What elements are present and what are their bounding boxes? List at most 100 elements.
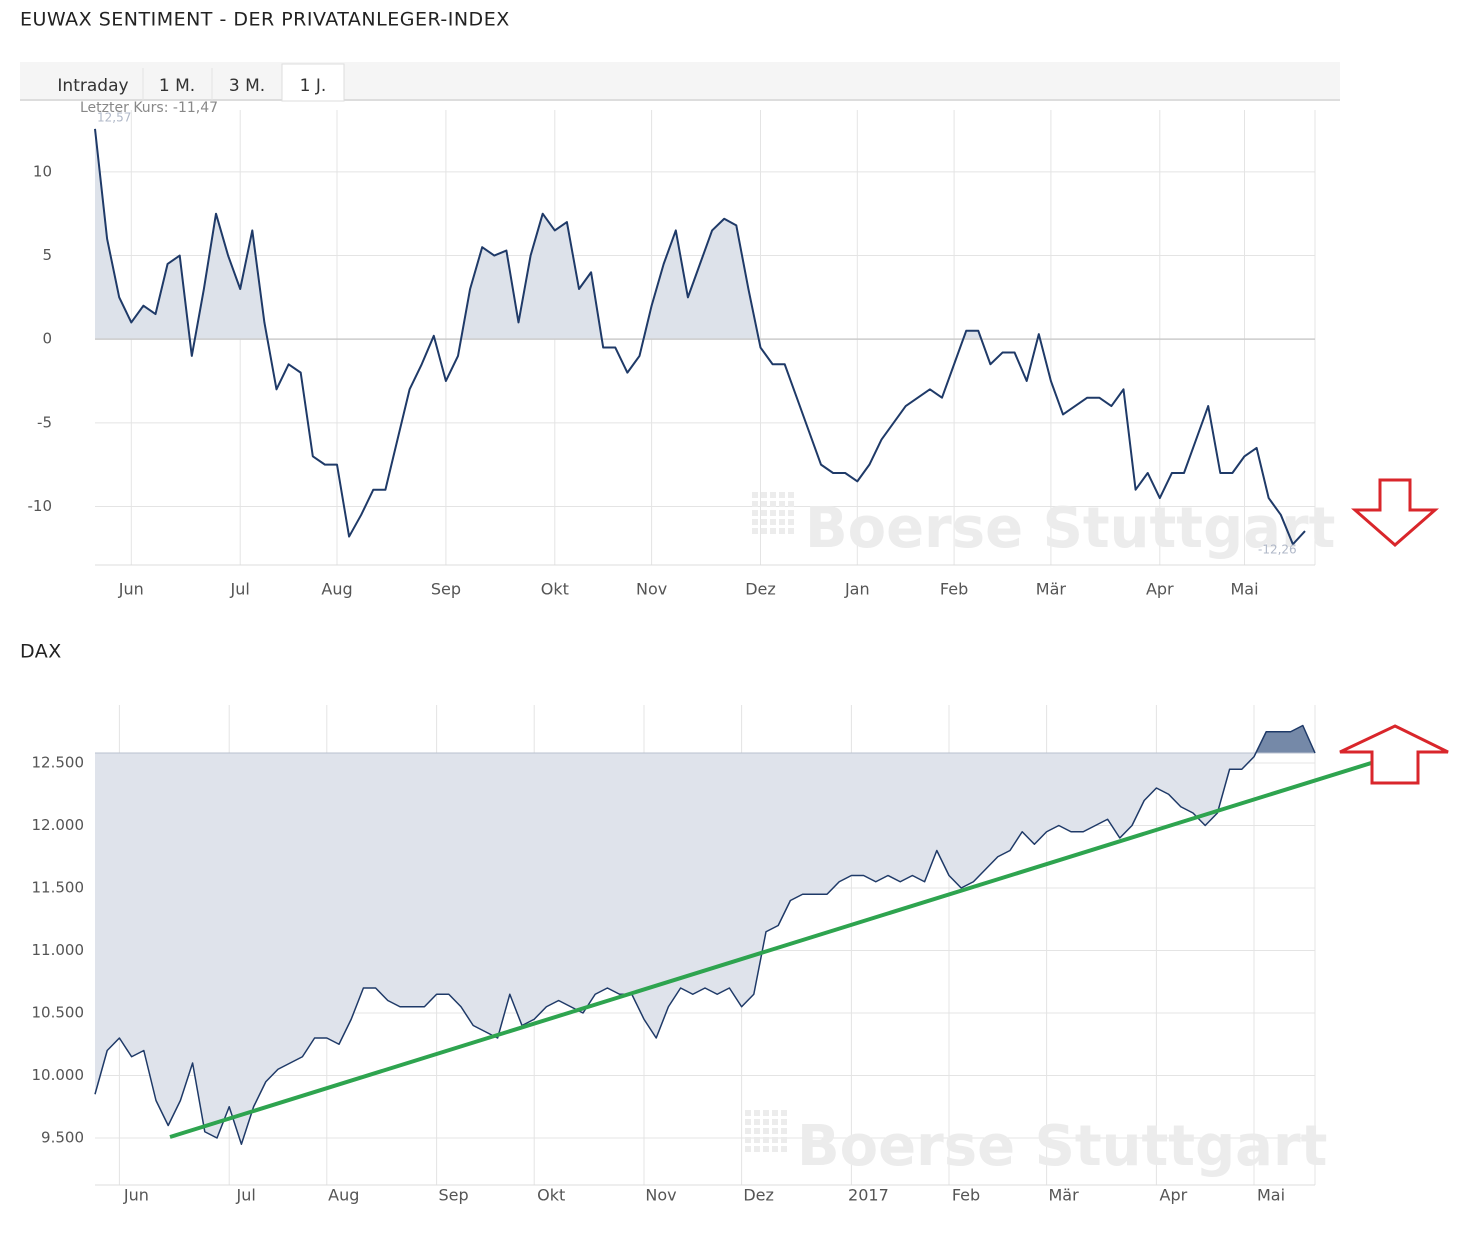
watermark-dot [772,1137,778,1143]
x-tick-label: Nov [645,1186,676,1205]
area-fill [95,128,1041,340]
watermark-dot [745,1128,751,1134]
tab[interactable]: Intraday [57,76,128,96]
watermark-dot [763,1146,769,1152]
x-tick-label: Jul [230,580,250,599]
x-tick-label: Feb [952,1186,980,1205]
watermark-dot [752,492,758,498]
watermark-dot [770,501,776,507]
watermark-dot [761,528,767,534]
down-arrow [1351,478,1439,547]
x-tick-label: Nov [636,580,667,599]
watermark-dot [745,1119,751,1125]
annotation: Letzter Kurs: -11,47 [80,100,218,116]
series-line [94,724,1316,1145]
watermark-dot [779,528,785,534]
y-tick-label: 9.500 [41,1129,84,1147]
x-tick-label: Dez [745,580,776,599]
watermark-dot [761,519,767,525]
x-tick-label: Mär [1036,580,1067,599]
watermark-dot [752,519,758,525]
watermark-dot [754,1110,760,1116]
tab-selected[interactable] [281,63,345,102]
chart-title: DAX [20,641,62,663]
tab[interactable]: 1 M. [159,76,195,96]
annotation: 12,57 [97,111,131,125]
watermark-dot [763,1128,769,1134]
x-tick-label: 2017 [848,1186,889,1205]
watermark-dot [754,1128,760,1134]
watermark-dot [754,1146,760,1152]
watermark-dot [781,1119,787,1125]
y-tick-label: 10.500 [32,1004,85,1022]
watermark-dot [763,1137,769,1143]
watermark-dot [781,1146,787,1152]
tab[interactable]: 3 M. [229,76,265,96]
y-tick-label: 12.500 [32,754,85,772]
y-tick-label: 5 [42,246,52,264]
series-line [94,128,1306,546]
tab[interactable]: 1 J. [300,76,327,96]
watermark-dot [779,492,785,498]
x-tick-label: Dez [743,1186,774,1205]
watermark-dot [788,528,794,534]
y-tick-label: -5 [37,413,52,431]
watermark-dot [752,510,758,516]
chart: 10 5 0 -5 -10 Jun Jul Aug Sep Okt Nov Dez Jan Feb Mär A… [28,100,1336,599]
watermark-dot [761,501,767,507]
x-tick-label: Feb [940,580,968,599]
watermark-dot [761,510,767,516]
x-tick-label: Jul [236,1186,256,1205]
watermark-dot [788,510,794,516]
watermark-dot [779,501,785,507]
y-tick-label: -10 [28,497,53,515]
watermark-dot [770,510,776,516]
charts: 10 5 0 -5 -10 Jun Jul Aug Sep Okt Nov Dez Jan Feb Mär A… [28,100,1336,1205]
y-tick-label: 12.000 [32,816,85,834]
watermark-dot [788,492,794,498]
area-fill [95,753,1315,1145]
watermark-dot [772,1110,778,1116]
watermark-dot [772,1119,778,1125]
chart-title: EUWAX SENTIMENT - DER PRIVATANLEGER-INDE… [20,9,510,31]
watermark-dot [788,501,794,507]
trend-line [169,748,1414,1139]
y-tick-label: 10 [33,162,52,180]
watermark-dot [781,1128,787,1134]
x-tick-label: Mai [1257,1186,1285,1205]
watermark-dot [752,501,758,507]
x-tick-label: Sep [439,1186,469,1205]
y-tick-label: 10.000 [32,1066,85,1084]
x-tick-label: Apr [1160,1186,1188,1205]
chart: 9.500 10.000 10.500 11.000 11.500 12.000 12.50… [32,705,1327,1205]
tab-bar [20,62,1340,100]
x-tick-label: Okt [537,1186,565,1205]
watermark-dot [788,519,794,525]
annotation: -12,26 [1258,543,1297,557]
x-tick-label: Jun [123,1186,149,1205]
watermark: Boerse Stuttgart [805,496,1335,561]
x-tick-label: Okt [541,580,569,599]
x-tick-label: Aug [328,1186,359,1205]
watermark-dot [779,510,785,516]
x-tick-label: Mai [1230,580,1258,599]
x-tick-label: Jan [844,580,870,599]
watermark-dot [745,1110,751,1116]
watermark-dot [761,492,767,498]
watermark-dot [781,1110,787,1116]
x-tick-label: Aug [321,580,352,599]
watermark-dot [772,1128,778,1134]
watermark-dot [770,519,776,525]
x-tick-label: Jun [118,580,144,599]
watermark-dot [754,1137,760,1143]
watermark: Boerse Stuttgart [797,1114,1327,1179]
y-tick-label: 0 [42,330,52,348]
x-tick-label: Mär [1049,1186,1080,1205]
watermark-dot [752,528,758,534]
watermark-dot [781,1137,787,1143]
watermark-dot [770,528,776,534]
x-tick-label: Sep [431,580,461,599]
watermark-dot [770,492,776,498]
y-tick-label: 11.500 [32,879,85,897]
